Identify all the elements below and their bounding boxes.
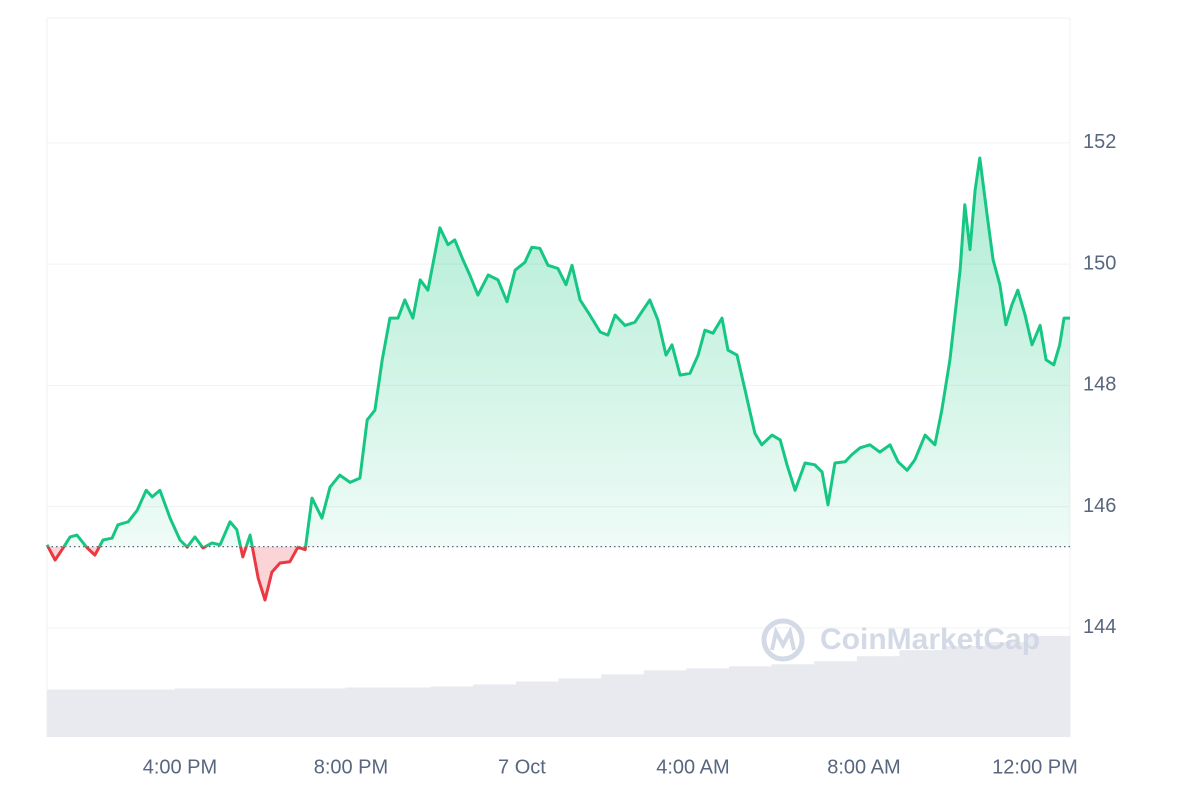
watermark-logo — [761, 618, 805, 662]
x-tick-label: 8:00 PM — [314, 756, 388, 778]
volume-bar — [515, 681, 559, 737]
volume-bar — [47, 689, 91, 737]
y-tick-label: 146 — [1083, 495, 1116, 517]
volume-bar — [984, 642, 1028, 737]
x-tick-label: 8:00 AM — [827, 756, 900, 778]
watermark: CoinMarketCap — [761, 618, 1040, 662]
volume-bar — [345, 687, 389, 737]
volume-bar — [558, 678, 602, 737]
volume-bar — [89, 689, 133, 737]
volume-bar — [601, 674, 645, 737]
price-line-up — [45, 156, 1070, 547]
y-tick-label: 144 — [1083, 616, 1116, 638]
watermark-text: CoinMarketCap — [820, 623, 1040, 656]
x-tick-label: 4:00 AM — [656, 756, 729, 778]
volume-bar — [686, 668, 730, 737]
volume-bar — [856, 656, 900, 737]
volume-bar — [1027, 636, 1071, 737]
x-tick-label: 4:00 PM — [143, 756, 217, 778]
volume-bar — [729, 666, 773, 737]
volume-bar — [814, 661, 858, 737]
x-tick-label: 12:00 PM — [992, 756, 1078, 778]
volume-bar — [473, 684, 517, 737]
volume-bar — [643, 670, 687, 737]
volume-bar — [132, 689, 176, 737]
area-up — [47, 158, 1070, 547]
y-tick-label: 152 — [1083, 131, 1116, 153]
volume-bar — [260, 688, 304, 737]
volume-bar — [430, 686, 474, 737]
y-tick-label: 150 — [1083, 252, 1116, 274]
volume-bar — [942, 646, 986, 737]
volume-bar — [217, 688, 261, 737]
volume-bar — [771, 664, 815, 737]
volume-bar — [302, 688, 346, 737]
volume-bar — [388, 687, 432, 737]
watermark-logo-mark — [770, 626, 796, 651]
volume-bar — [899, 650, 943, 737]
volume-bar — [174, 688, 218, 737]
y-tick-label: 148 — [1083, 374, 1116, 396]
x-tick-label: 7 Oct — [498, 756, 546, 778]
